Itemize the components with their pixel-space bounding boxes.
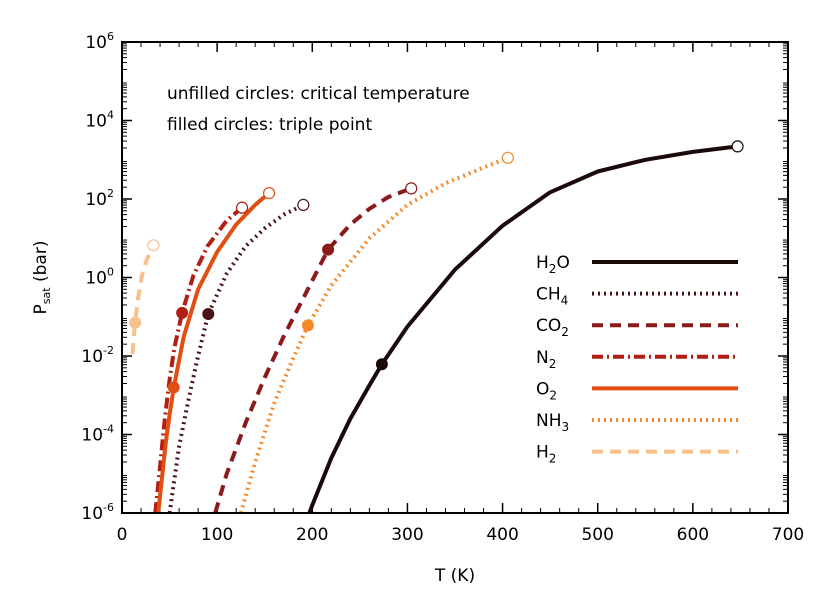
x-tick-label: 200 — [296, 525, 328, 545]
x-axis-title: T (K) — [434, 566, 475, 586]
legend-label-main: N — [536, 348, 549, 368]
triple-point-marker-3 — [176, 306, 189, 319]
legend-label-6: H2 — [536, 443, 556, 466]
triple-point-marker-4 — [167, 381, 180, 394]
y-tick-base: 10 — [85, 33, 107, 53]
x-tick-label: 100 — [201, 525, 233, 545]
y-tick-base: 10 — [81, 504, 103, 524]
y-tick-base: 10 — [85, 112, 107, 132]
series-line-3 — [153, 206, 244, 514]
legend-label-main: NH — [536, 411, 562, 431]
critical-point-marker-4 — [262, 187, 276, 200]
triple-point-marker-6 — [129, 316, 142, 329]
y-axis-title-main: P — [31, 304, 51, 314]
series-line-0 — [307, 144, 738, 514]
y-axis-title-sub: sat — [40, 287, 53, 304]
y-tick-label: 10-4 — [81, 423, 114, 446]
series-line-4 — [156, 191, 271, 514]
legend-label-sub: 2 — [549, 452, 557, 466]
y-tick-base: 10 — [81, 426, 103, 446]
legend-label-main: H — [536, 443, 549, 463]
x-tick-label: 700 — [772, 525, 804, 545]
points-layer — [129, 140, 744, 394]
legend-label-tail: O — [556, 253, 569, 273]
y-axis-title-unit: (bar) — [31, 241, 51, 288]
y-tick-exponent: 0 — [107, 266, 114, 279]
y-tick-label: 10-6 — [81, 501, 114, 524]
legend-label-3: N2 — [536, 348, 556, 371]
legend-label-2: CO2 — [536, 316, 569, 339]
y-tick-base: 10 — [85, 269, 107, 289]
critical-point-marker-3 — [235, 201, 249, 214]
series-layer — [130, 144, 738, 514]
series-line-1 — [167, 203, 305, 514]
series-line-2 — [213, 186, 412, 514]
legend-label-sub: 3 — [562, 420, 570, 434]
legend-label-sub: 2 — [549, 357, 557, 371]
legend-label-sub: 2 — [549, 388, 557, 402]
x-tick-label: 400 — [486, 525, 518, 545]
legend-label-main: CH — [536, 285, 561, 305]
y-tick-exponent: -4 — [103, 423, 114, 436]
series-line-5 — [238, 155, 509, 514]
critical-point-marker-1 — [297, 198, 310, 211]
legend-label-sub: 2 — [561, 325, 569, 339]
plot-frame — [121, 41, 789, 514]
legend-label-main: H — [536, 253, 549, 273]
y-tick-label: 10-2 — [81, 344, 114, 367]
annotation-critical: unfilled circles: critical temperature — [167, 84, 470, 104]
x-tick-label: 600 — [677, 525, 709, 545]
legend-label-main: O — [536, 379, 549, 399]
y-tick-exponent: 2 — [107, 187, 114, 200]
triple-point-marker-2 — [322, 243, 335, 256]
legend-label-sub: 2 — [549, 262, 557, 276]
y-tick-label: 102 — [85, 187, 114, 210]
triple-point-marker-0 — [375, 358, 388, 371]
legend-label-5: NH3 — [536, 411, 569, 434]
y-tick-exponent: 6 — [107, 30, 114, 43]
y-axis-title: Psat (bar) — [31, 241, 53, 315]
x-tick-label: 0 — [117, 525, 128, 545]
legend-label-sub: 4 — [561, 294, 569, 308]
critical-point-marker-0 — [731, 140, 744, 153]
x-tick-label: 500 — [581, 525, 613, 545]
triple-point-marker-1 — [202, 308, 215, 321]
y-tick-label: 104 — [85, 109, 114, 132]
y-tick-label: 106 — [85, 30, 114, 53]
legend-label-4: O2 — [536, 379, 557, 402]
y-tick-base: 10 — [85, 190, 107, 210]
x-tick-label: 300 — [391, 525, 423, 545]
y-tick-exponent: 4 — [107, 109, 114, 122]
y-tick-exponent: -6 — [103, 501, 114, 514]
triple-point-marker-5 — [301, 319, 314, 332]
annotation-triple: filled circles: triple point — [167, 115, 372, 135]
legend-label-0: H2O — [536, 253, 570, 276]
y-tick-exponent: -2 — [103, 344, 114, 357]
critical-point-marker-5 — [501, 151, 514, 164]
critical-point-marker-2 — [405, 182, 418, 195]
y-tick-label: 100 — [85, 266, 114, 289]
series-line-6 — [130, 244, 156, 355]
legend-label-1: CH4 — [536, 285, 568, 308]
critical-point-marker-6 — [147, 239, 160, 252]
y-tick-base: 10 — [81, 347, 103, 367]
legend-label-main: CO — [536, 316, 561, 336]
